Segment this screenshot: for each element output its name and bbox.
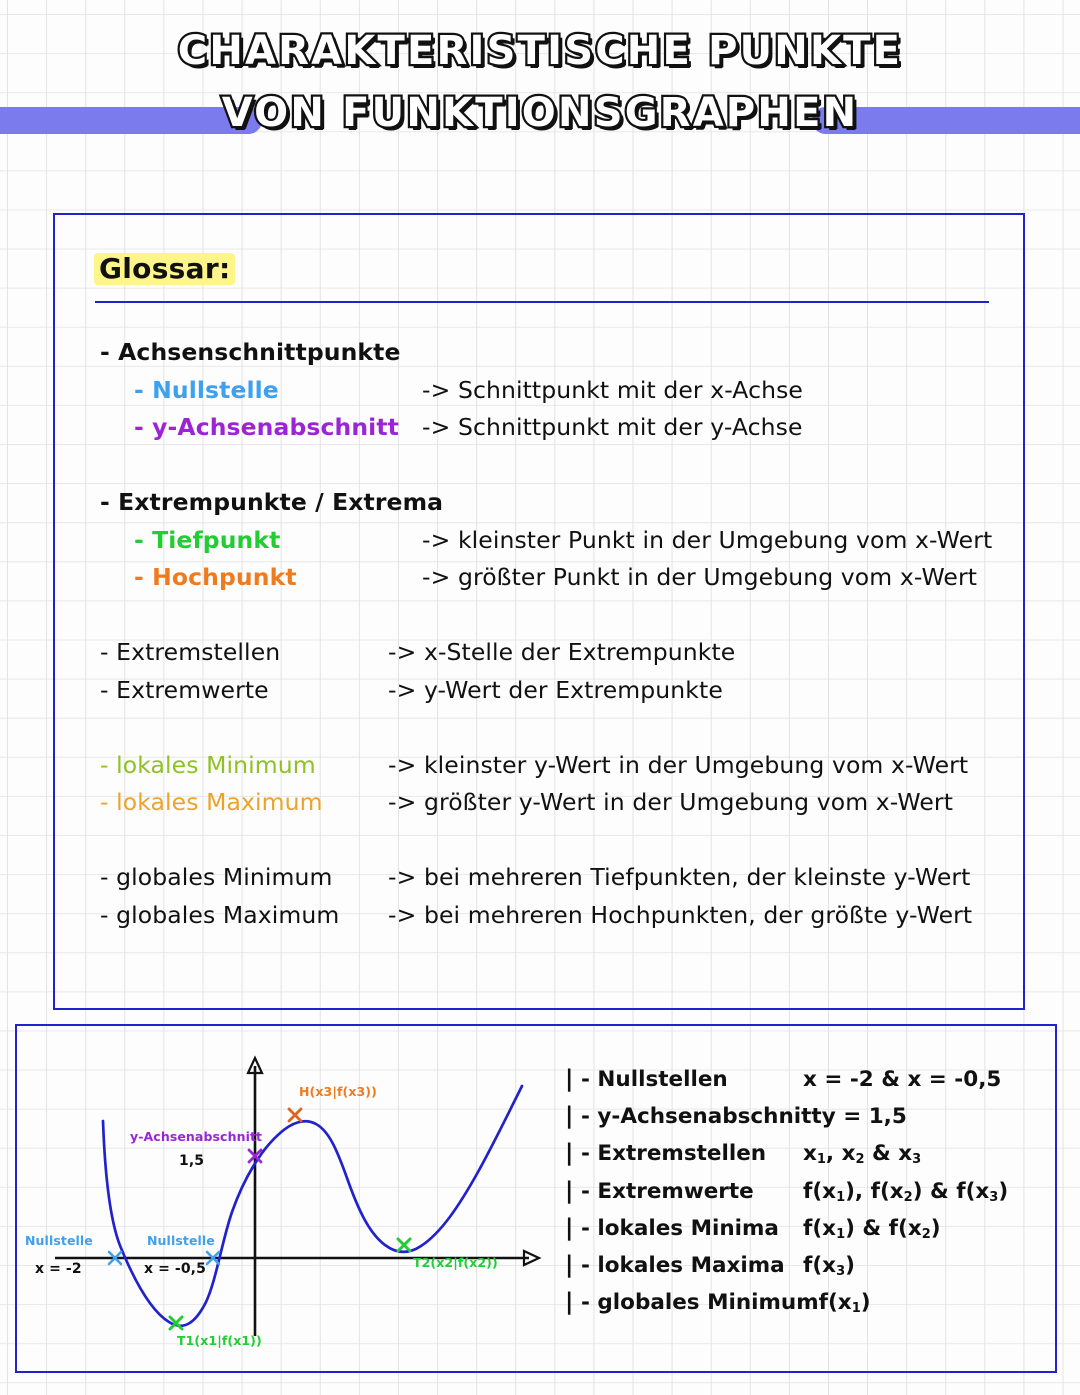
glossary-description: -> x-Stelle der Extrempunkte: [388, 638, 736, 666]
glossary-term: - y-Achsenabschnitt: [134, 413, 399, 441]
glossary-description: -> bei mehreren Hochpunkten, der größte …: [388, 900, 973, 929]
glossary-row: - y-Achsenabschnitt -> Schnittpunkt mit d…: [96, 413, 1006, 451]
bullet-tick-icon: |: [565, 1066, 574, 1092]
glossary-term: - Achsenschnittpunkte: [100, 338, 401, 366]
summary-list: | - Nullstellen x = -2 & x = -0,5 | - y-Achs…: [565, 1067, 1045, 1327]
function-curve: [101, 1084, 524, 1328]
summary-row: | - y-Achsenabschnitt y = 1,5: [565, 1104, 1045, 1141]
glossary-rows: - Achsenschnittpunkte - Nullstelle -> Schn…: [96, 338, 1006, 938]
glossary-row: - lokales Minimum -> kleinster y-Wert in …: [96, 751, 1006, 789]
glossary-row: - Nullstelle -> Schnittpunkt mit der x-Ac…: [96, 376, 1006, 414]
minimum-marker-2: [396, 1237, 412, 1253]
summary-label: - Extremwerte: [581, 1178, 754, 1204]
glossary-row: - globales Minimum -> bei mehreren Tiefpu…: [96, 863, 1006, 901]
title-highlight-bar-left: [0, 107, 262, 134]
nullstelle-1-label: Nullstelle: [25, 1233, 93, 1248]
function-plot-svg: [55, 1055, 542, 1336]
glossary-heading-underline: [95, 301, 989, 303]
bullet-tick-icon: |: [565, 1289, 574, 1316]
graph-panel: Nullstelle x = -2 Nullstelle x = -0,5 y-…: [15, 1024, 1057, 1373]
summary-label: - Nullstellen: [581, 1067, 728, 1092]
glossary-term: - Hochpunkt: [134, 563, 297, 591]
glossary-term: - Tiefpunkt: [134, 525, 281, 554]
glossary-row: - Achsenschnittpunkte: [96, 338, 1006, 376]
bullet-tick-icon: |: [565, 1214, 574, 1241]
glossary-description: -> größter y-Wert in der Umgebung vom x-…: [388, 788, 954, 816]
bullet-tick-icon: |: [565, 1140, 574, 1167]
summary-label: - y-Achsenabschnitt: [581, 1104, 822, 1130]
glossary-description: -> Schnittpunkt mit der y-Achse: [422, 413, 803, 441]
summary-value: f(x1) & f(x2): [803, 1215, 941, 1242]
summary-value: y = 1,5: [821, 1104, 907, 1130]
page-title-block: CHARAKTERISTISCHE PUNKTE VON FUNKTIONSGR…: [0, 18, 1080, 143]
summary-value: f(x1): [818, 1290, 871, 1317]
summary-label: - globales Minimum: [581, 1290, 819, 1316]
bullet-tick-icon: |: [565, 1177, 574, 1204]
summary-label: - lokales Maxima: [581, 1252, 785, 1278]
glossary-term: - lokales Minimum: [100, 750, 316, 779]
summary-label: - Extremstellen: [581, 1141, 767, 1167]
nullstelle-2-value-label: x = -0,5: [144, 1261, 206, 1277]
summary-row: | - Nullstellen x = -2 & x = -0,5: [565, 1067, 1045, 1104]
bullet-tick-icon: |: [565, 1251, 574, 1278]
summary-value: x = -2 & x = -0,5: [803, 1067, 1002, 1092]
glossary-heading: Glossar:: [94, 253, 236, 286]
summary-value: x1, x2 & x3: [803, 1141, 922, 1168]
summary-row: | - lokales Maxima f(x3): [565, 1253, 1045, 1290]
bullet-tick-icon: |: [565, 1103, 574, 1130]
summary-label: - lokales Minima: [581, 1215, 779, 1241]
glossary-row-spacer: [96, 713, 1006, 751]
summary-row: | - Extremstellen x1, x2 & x3: [565, 1141, 1045, 1178]
x-axis-arrow-icon: [522, 1249, 542, 1267]
hochpunkt-label: H(x3|f(x3)): [299, 1084, 377, 1099]
glossary-term: - globales Minimum: [100, 863, 333, 891]
glossary-row-spacer: [96, 451, 1006, 489]
summary-value: f(x3): [803, 1252, 855, 1279]
glossary-description: -> kleinster Punkt in der Umgebung vom x…: [422, 525, 993, 554]
glossary-row-spacer: [96, 826, 1006, 864]
glossary-row: - Extrempunkte / Extrema: [96, 488, 1006, 526]
glossary-row: - Extremstellen -> x-Stelle der Extrempun…: [96, 638, 1006, 676]
title-highlight-bar-right: [812, 107, 1080, 134]
page-title-line-1: CHARAKTERISTISCHE PUNKTE: [176, 26, 903, 77]
summary-row: | - Extremwerte f(x1), f(x2) & f(x3): [565, 1179, 1045, 1216]
glossary-row: - Hochpunkt -> größter Punkt in der Umgeb…: [96, 563, 1006, 601]
function-plot: Nullstelle x = -2 Nullstelle x = -0,5 y-…: [17, 1026, 562, 1371]
zero-marker-1: [107, 1250, 123, 1266]
maximum-marker: [287, 1107, 303, 1123]
summary-row: | - globales Minimum f(x1): [565, 1290, 1045, 1327]
summary-value: f(x1), f(x2) & f(x3): [803, 1178, 1009, 1205]
glossary-row: - globales Maximum -> bei mehreren Hochpu…: [96, 901, 1006, 939]
summary-row: | - lokales Minima f(x1) & f(x2): [565, 1216, 1045, 1253]
y-achsenabschnitt-label: y-Achsenabschnitt: [130, 1129, 263, 1144]
glossary-term: - Extremstellen: [100, 638, 281, 666]
glossary-description: -> Schnittpunkt mit der x-Achse: [422, 375, 803, 404]
glossary-description: -> größter Punkt in der Umgebung vom x-W…: [422, 563, 978, 591]
glossary-term: - Extrempunkte / Extrema: [100, 488, 444, 516]
glossary-term: - Extremwerte: [100, 675, 269, 704]
glossary-description: -> kleinster y-Wert in der Umgebung vom …: [388, 750, 969, 779]
y-achsenabschnitt-value-label: 1,5: [179, 1153, 205, 1169]
glossary-term: - Nullstelle: [134, 375, 279, 404]
page-title-line-2: VON FUNKTIONSGRAPHEN: [219, 88, 859, 139]
glossary-row: - Extremwerte -> y-Wert der Extrempunkte: [96, 676, 1006, 714]
glossary-row: - Tiefpunkt -> kleinster Punkt in der Umg…: [96, 526, 1006, 564]
y-intercept-marker: [247, 1148, 263, 1164]
glossary-panel: Glossar: - Achsenschnittpunkte - Nullstel…: [53, 213, 1025, 1010]
y-axis-arrow-icon: [246, 1055, 264, 1075]
glossary-description: -> bei mehreren Tiefpunkten, der kleinst…: [388, 863, 971, 891]
glossary-term: - globales Maximum: [100, 900, 340, 929]
glossary-heading-wrap: Glossar:: [94, 253, 988, 286]
minimum-marker-1: [168, 1315, 184, 1331]
nullstelle-2-label: Nullstelle: [147, 1233, 215, 1248]
glossary-term: - lokales Maximum: [100, 788, 323, 816]
glossary-row-spacer: [96, 601, 1006, 639]
glossary-description: -> y-Wert der Extrempunkte: [388, 675, 723, 704]
tiefpunkt-1-label: T1(x1|f(x1)): [177, 1333, 262, 1348]
glossary-row: - lokales Maximum -> größter y-Wert in de…: [96, 788, 1006, 826]
tiefpunkt-2-label: T2(x2|f(x2)): [413, 1255, 498, 1270]
zero-marker-2: [205, 1250, 221, 1266]
nullstelle-1-value-label: x = -2: [35, 1261, 82, 1277]
